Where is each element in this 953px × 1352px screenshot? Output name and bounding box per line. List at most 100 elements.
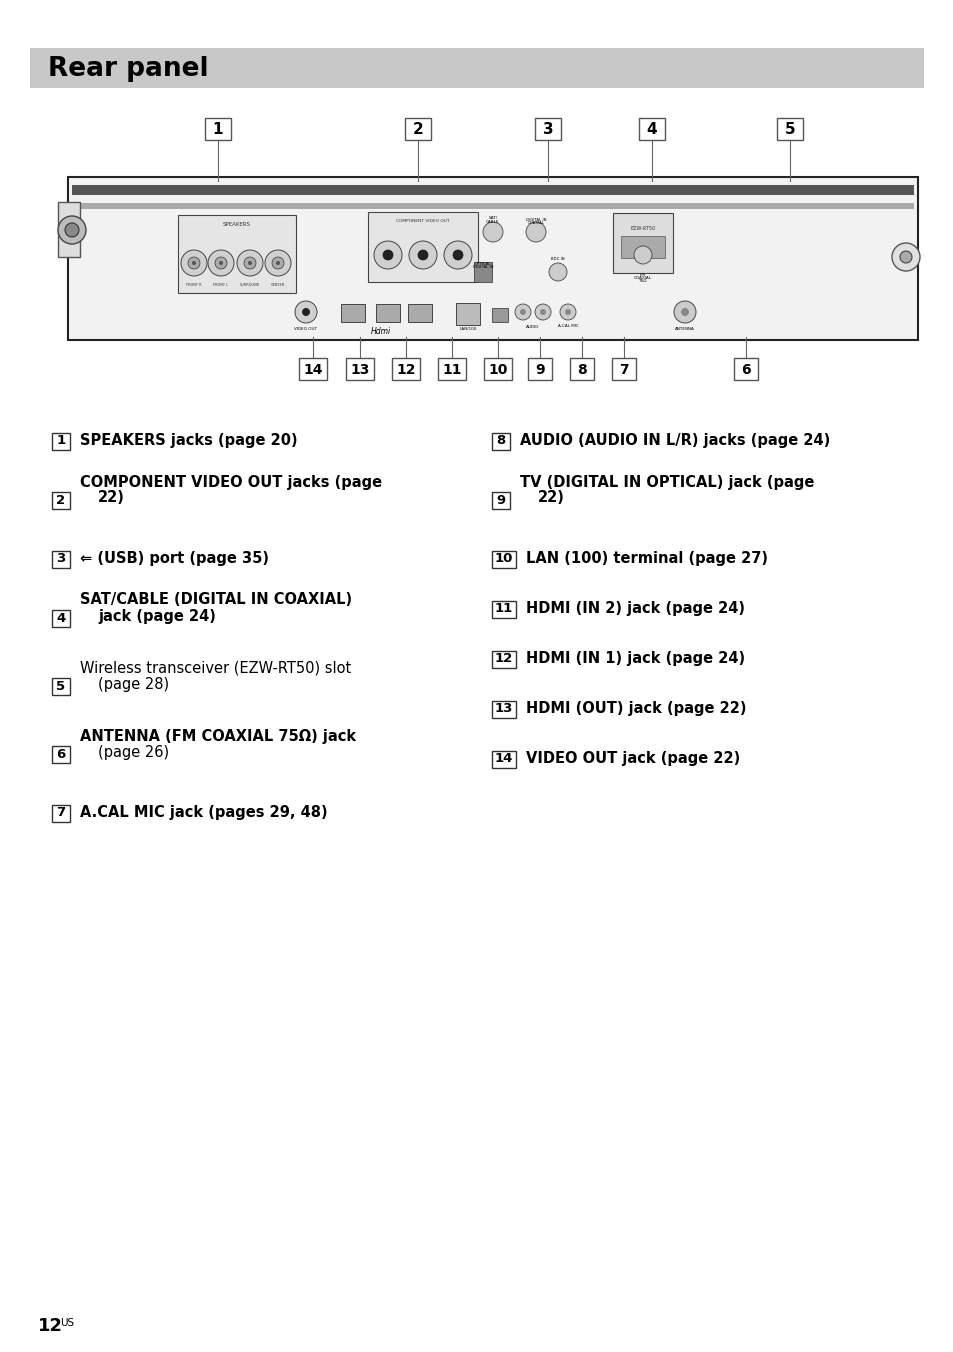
Text: 13: 13 (350, 362, 370, 377)
Circle shape (891, 243, 919, 270)
Text: HDMI (OUT) jack (page 22): HDMI (OUT) jack (page 22) (525, 702, 745, 717)
Text: AUDIO: AUDIO (526, 324, 539, 329)
Bar (52, 745, 70, 763)
Text: DIGITAL IN: DIGITAL IN (525, 218, 546, 222)
Bar (492, 700, 516, 718)
Circle shape (539, 310, 545, 315)
Circle shape (188, 257, 200, 269)
Circle shape (899, 251, 911, 264)
Text: DIGITAL IN: DIGITAL IN (473, 265, 493, 269)
Text: 75Ω: 75Ω (639, 279, 646, 283)
Bar (52, 550, 70, 568)
Bar (492, 750, 516, 768)
Bar (569, 358, 594, 380)
Text: VIDEO OUT: VIDEO OUT (294, 327, 317, 331)
Circle shape (673, 301, 696, 323)
Text: 12: 12 (395, 362, 416, 377)
Text: 5: 5 (784, 123, 795, 138)
Text: FRONT L: FRONT L (213, 283, 229, 287)
Circle shape (634, 246, 651, 264)
Text: 11: 11 (442, 362, 461, 377)
Bar (58, 201, 80, 257)
Text: 6: 6 (56, 748, 66, 760)
Bar (492, 600, 516, 618)
Text: 12: 12 (495, 653, 513, 665)
Circle shape (525, 222, 545, 242)
Text: 3: 3 (542, 123, 553, 138)
Bar (776, 118, 802, 141)
Text: 1: 1 (56, 434, 66, 448)
Text: 22): 22) (98, 491, 125, 506)
Bar (492, 550, 516, 568)
Text: 11: 11 (495, 603, 513, 615)
Text: FRONT R: FRONT R (186, 283, 202, 287)
Text: Hdmi: Hdmi (371, 327, 391, 337)
Circle shape (482, 222, 502, 242)
Text: SURROUND: SURROUND (239, 283, 260, 287)
Text: Rear panel: Rear panel (48, 55, 209, 82)
Circle shape (272, 257, 284, 269)
Circle shape (302, 308, 310, 316)
Text: COAXIAL: COAXIAL (634, 276, 651, 280)
Bar (492, 308, 507, 322)
Text: LAN/100: LAN/100 (458, 327, 476, 331)
Text: SPEAKERS jacks (page 20): SPEAKERS jacks (page 20) (80, 434, 297, 449)
Circle shape (443, 241, 472, 269)
Text: CABLE: CABLE (486, 220, 499, 224)
Circle shape (535, 304, 551, 320)
Text: 7: 7 (618, 362, 628, 377)
Bar (368, 212, 477, 283)
Text: ANTENNA (FM COAXIAL 75Ω) jack: ANTENNA (FM COAXIAL 75Ω) jack (80, 729, 355, 744)
Circle shape (208, 250, 233, 276)
Bar (68, 177, 917, 339)
Circle shape (236, 250, 263, 276)
Circle shape (244, 257, 255, 269)
Circle shape (219, 261, 223, 265)
Bar (52, 804, 70, 822)
Text: TV (DIGITAL IN OPTICAL) jack (page: TV (DIGITAL IN OPTICAL) jack (page (519, 475, 814, 489)
Text: COAXIAL: COAXIAL (527, 220, 544, 224)
Bar (492, 433, 510, 449)
Text: 4: 4 (646, 123, 657, 138)
Bar (474, 262, 492, 283)
Circle shape (374, 241, 401, 269)
Text: AUDIO (AUDIO IN L/R) jacks (page 24): AUDIO (AUDIO IN L/R) jacks (page 24) (519, 434, 829, 449)
Text: (page 28): (page 28) (98, 676, 169, 691)
Text: SAT/: SAT/ (488, 216, 497, 220)
Circle shape (453, 250, 462, 260)
Bar (346, 358, 374, 380)
Text: 6: 6 (740, 362, 750, 377)
Text: HDMI (IN 1) jack (page 24): HDMI (IN 1) jack (page 24) (525, 652, 744, 667)
Bar (52, 677, 70, 695)
Circle shape (181, 250, 207, 276)
Bar (340, 304, 365, 322)
Text: BDC IN: BDC IN (551, 257, 564, 261)
Bar (392, 358, 419, 380)
Text: 2: 2 (56, 493, 66, 507)
Text: 10: 10 (495, 553, 513, 565)
Text: SAT/CABLE (DIGITAL IN COAXIAL): SAT/CABLE (DIGITAL IN COAXIAL) (80, 592, 352, 607)
Bar (375, 304, 399, 322)
Text: COMPONENT VIDEO OUT jacks (page: COMPONENT VIDEO OUT jacks (page (80, 475, 382, 489)
Bar (492, 650, 516, 668)
Circle shape (515, 304, 531, 320)
Circle shape (409, 241, 436, 269)
Circle shape (294, 301, 316, 323)
Circle shape (58, 216, 86, 243)
Circle shape (680, 308, 688, 316)
Text: 8: 8 (577, 362, 586, 377)
Text: 10: 10 (488, 362, 507, 377)
Text: 13: 13 (495, 703, 513, 715)
Bar (492, 492, 510, 508)
Text: COMPONENT VIDEO OUT: COMPONENT VIDEO OUT (395, 219, 449, 223)
Bar (527, 358, 552, 380)
Circle shape (548, 264, 566, 281)
Text: 2: 2 (413, 123, 423, 138)
Text: 14: 14 (303, 362, 322, 377)
Bar (205, 118, 231, 141)
Text: VIDEO OUT jack (page 22): VIDEO OUT jack (page 22) (525, 752, 740, 767)
Text: HDMI (IN 2) jack (page 24): HDMI (IN 2) jack (page 24) (525, 602, 744, 617)
Bar (620, 237, 664, 258)
Text: EZW-RT50: EZW-RT50 (630, 226, 655, 230)
Text: A.CAL MIC jack (pages 29, 48): A.CAL MIC jack (pages 29, 48) (80, 806, 327, 821)
